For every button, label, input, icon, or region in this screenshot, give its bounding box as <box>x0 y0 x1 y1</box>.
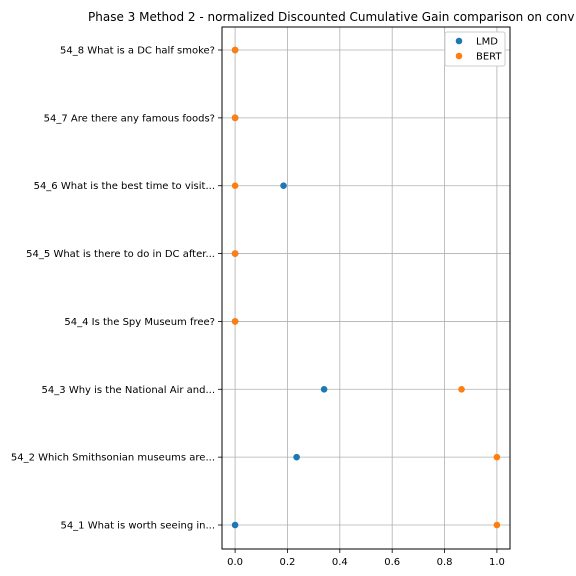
legend-label-lmd: LMD <box>476 37 498 48</box>
data-point-bert <box>231 46 239 54</box>
legend: LMD BERT <box>444 31 506 67</box>
plot-frame <box>221 26 511 550</box>
x-tick-label: 1.0 <box>489 557 505 568</box>
data-point-bert <box>493 521 501 529</box>
data-point-lmd <box>231 521 239 529</box>
y-tick-label: 54_8 What is a DC half smoke? <box>60 46 215 57</box>
data-point-bert <box>231 114 239 122</box>
legend-marker-bert <box>455 52 463 60</box>
data-point-bert <box>493 453 501 461</box>
data-point-lmd <box>320 385 328 393</box>
x-tick-label: 0.4 <box>332 557 348 568</box>
x-tick-label: 0.8 <box>437 557 453 568</box>
legend-label-bert: BERT <box>476 52 502 63</box>
data-point-lmd <box>293 453 300 461</box>
x-ticks: 0.0 0.2 0.4 0.6 0.8 1.0 <box>227 549 505 568</box>
x-tick-label: 0.6 <box>384 557 400 568</box>
data-point-bert <box>231 250 239 257</box>
y-tick-label: 54_4 Is the Spy Museum free? <box>64 317 215 328</box>
x-tick-label: 0.2 <box>280 557 296 568</box>
y-tick-label: 54_2 Which Smithsonian museums are... <box>11 453 215 464</box>
grid <box>222 27 510 549</box>
data-point-lmd <box>280 182 287 190</box>
y-tick-label: 54_1 What is worth seeing in... <box>60 521 215 532</box>
x-tick-label: 0.0 <box>227 557 243 568</box>
legend-marker-lmd <box>455 37 463 45</box>
y-tick-label: 54_7 Are there any famous foods? <box>44 113 215 124</box>
y-tick-label: 54_5 What is there to do in DC after... <box>26 249 215 260</box>
data-points <box>231 46 501 529</box>
data-point-bert <box>458 385 465 393</box>
y-ticks: 54_1 What is worth seeing in... 54_2 Whic… <box>11 46 222 532</box>
data-point-bert <box>231 318 239 325</box>
data-point-bert <box>231 182 239 190</box>
y-tick-label: 54_3 Why is the National Air and... <box>42 385 215 396</box>
y-tick-label: 54_6 What is the best time to visit... <box>34 181 215 192</box>
chart-title: Phase 3 Method 2 - normalized Discounted… <box>88 10 575 24</box>
